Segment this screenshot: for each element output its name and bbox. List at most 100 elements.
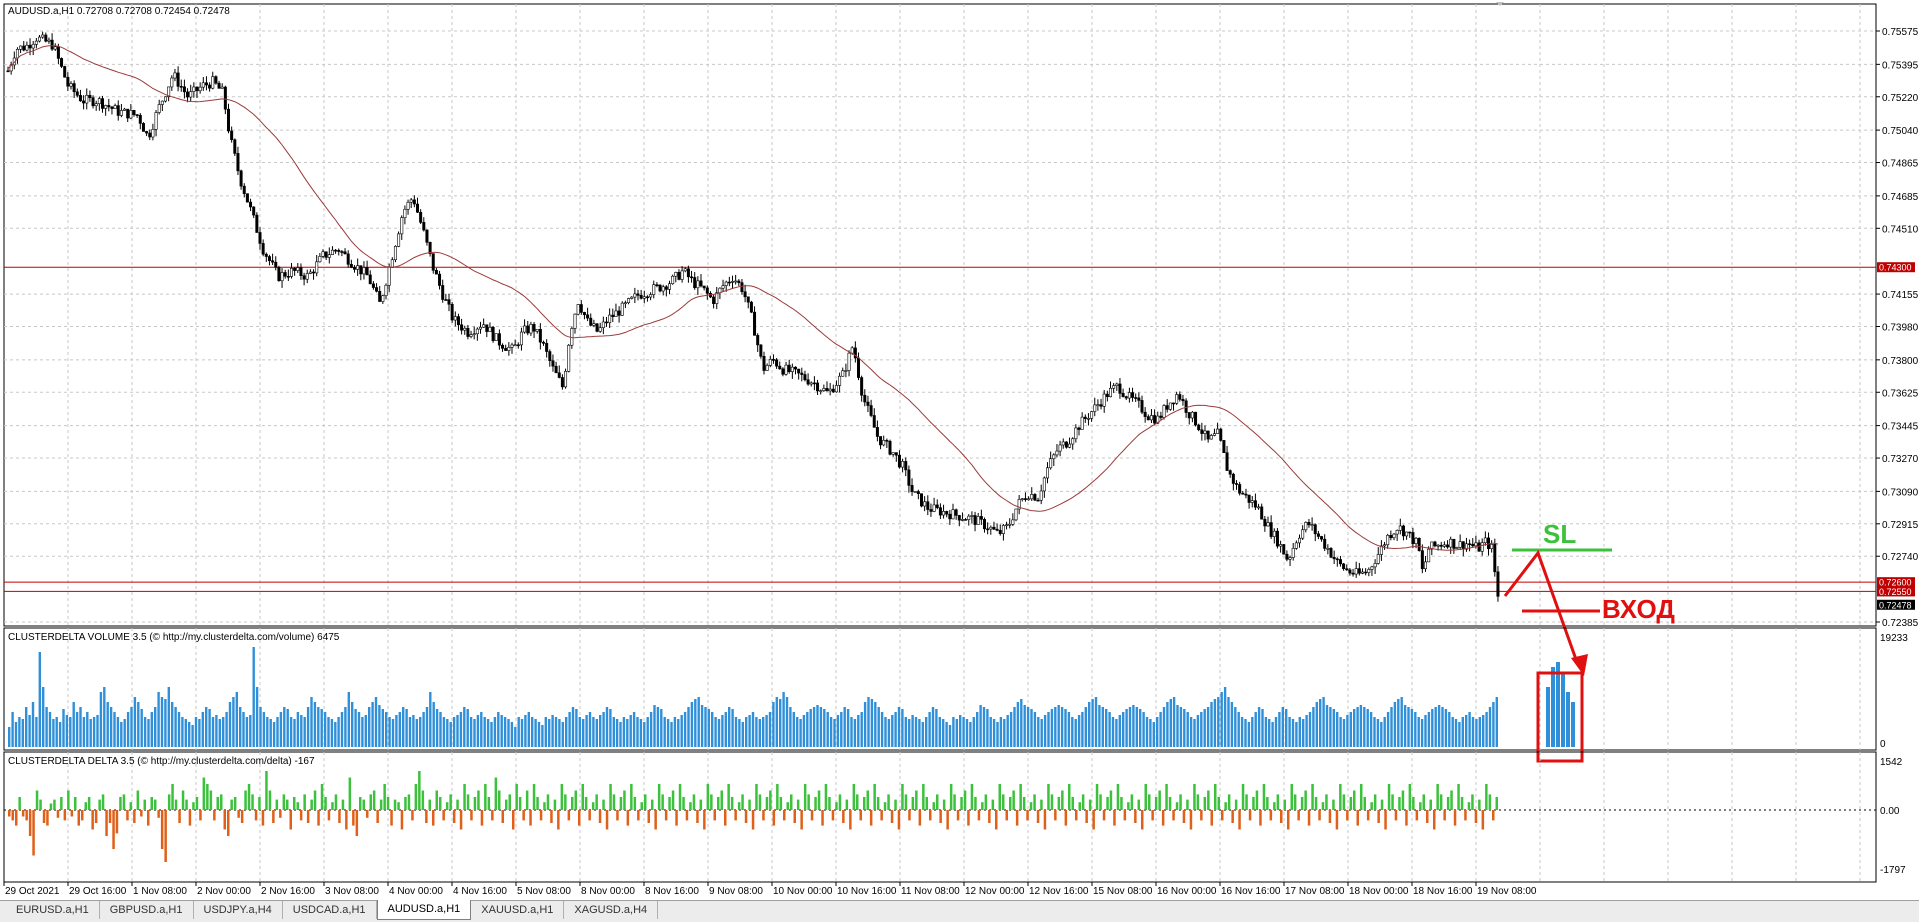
delta-bar-positive <box>1342 794 1346 810</box>
volume-bar <box>1200 712 1203 747</box>
delta-bar-positive <box>981 802 984 810</box>
candle-body <box>362 267 366 275</box>
delta-bar-positive <box>244 790 247 810</box>
time-tick-label: 29 Oct 16:00 <box>69 886 127 897</box>
delta-bar-negative <box>425 810 428 823</box>
volume-bar <box>99 692 103 747</box>
volume-bar <box>609 709 612 747</box>
symbol-tab[interactable]: XAGUSD.a,H4 <box>564 901 659 919</box>
candle-body <box>337 249 341 252</box>
volume-bar <box>612 717 615 747</box>
symbol-tab[interactable]: GBPUSD.a,H1 <box>100 901 194 919</box>
volume-bar <box>1166 702 1169 747</box>
candle-body <box>1181 399 1185 402</box>
delta-bar-positive <box>1391 794 1394 810</box>
volume-bar <box>1454 719 1458 747</box>
volume-bar <box>293 719 296 747</box>
candle-body <box>1131 392 1135 398</box>
volume-bar <box>317 707 320 747</box>
candle-body <box>340 251 344 253</box>
delta-bar-positive <box>1022 797 1026 810</box>
symbol-tab[interactable]: USDJPY.a,H4 <box>194 901 283 919</box>
delta-bar-positive <box>1168 797 1172 810</box>
volume-bar <box>877 707 880 747</box>
candle-body <box>1112 385 1116 389</box>
volume-bar <box>731 709 734 747</box>
volume-bar <box>1285 709 1288 747</box>
candle-body <box>1298 537 1302 544</box>
candle-body <box>1383 544 1387 547</box>
volume-bar <box>1359 705 1363 747</box>
delta-bar-positive <box>1460 797 1464 810</box>
chart-shift-marker[interactable] <box>1496 2 1504 6</box>
volume-bar <box>789 707 792 747</box>
signal-volume-bar <box>1566 692 1570 747</box>
level-price-label: 0.72550 <box>1879 587 1912 597</box>
candle-body <box>267 256 271 262</box>
delta-bar-positive <box>671 790 675 810</box>
volume-bar <box>1196 715 1200 747</box>
volume-bar <box>938 717 941 747</box>
candle-body <box>548 351 552 362</box>
price-tick-label: 0.74865 <box>1882 159 1919 170</box>
candle-body <box>1253 500 1257 508</box>
symbol-tab[interactable]: AUDUSD.a,H1 <box>376 900 472 920</box>
candle-body <box>204 82 208 86</box>
candle-body <box>995 528 999 531</box>
volume-bar <box>1312 707 1315 747</box>
delta-bar-positive <box>776 784 779 810</box>
candle-body <box>567 344 571 372</box>
candle-body <box>236 153 240 172</box>
symbol-tab[interactable]: USDCAD.a,H1 <box>283 901 377 919</box>
delta-bar-negative <box>762 810 765 821</box>
candle-body <box>400 217 404 235</box>
candle-body <box>135 114 139 116</box>
delta-bar-positive <box>560 784 564 810</box>
delta-bar-positive <box>1429 799 1432 810</box>
candle-body <box>1017 499 1021 510</box>
volume-panel[interactable]: CLUSTERDELTA VOLUME 3.5 (© http://my.clu… <box>3 627 1908 763</box>
candle-body <box>853 347 857 359</box>
volume-bar <box>965 719 969 747</box>
delta-bar-negative <box>199 810 202 821</box>
candle-body <box>935 504 939 508</box>
volume-bar <box>863 702 867 747</box>
delta-panel[interactable]: CLUSTERDELTA DELTA 3.5 (© http://my.clus… <box>3 751 1906 883</box>
candle-body <box>239 170 243 187</box>
symbol-tab[interactable]: XAUUSD.a,H1 <box>471 901 565 919</box>
delta-bar-positive <box>699 799 703 810</box>
volume-bar <box>1315 702 1318 747</box>
current-price-label: 0.72478 <box>1879 600 1912 610</box>
candle-body <box>1212 433 1216 436</box>
candle-body <box>1178 394 1182 400</box>
delta-bar-positive <box>397 802 400 810</box>
candle-body <box>667 283 671 290</box>
price-tick-label: 0.75040 <box>1882 126 1919 137</box>
candle-body <box>1206 430 1210 440</box>
candle-body <box>894 452 898 456</box>
symbol-tab[interactable]: EURUSD.a,H1 <box>6 901 100 919</box>
candle-body <box>885 439 889 442</box>
candle-body <box>488 326 492 332</box>
candle-body <box>1190 411 1194 419</box>
delta-bar-negative <box>977 810 981 821</box>
delta-bar-negative <box>1377 810 1380 823</box>
delta-bar-positive <box>1450 790 1453 810</box>
candle-body <box>932 504 936 512</box>
price-tick-label: 0.73800 <box>1882 356 1919 367</box>
volume-bar <box>639 719 643 747</box>
volume-highlight-box[interactable] <box>1536 671 1584 763</box>
candle-body <box>712 296 716 304</box>
candle-body <box>611 314 615 317</box>
delta-bar-positive <box>619 797 623 810</box>
delta-bar-negative <box>654 810 657 830</box>
candle-body <box>1030 494 1034 500</box>
candle-body <box>1379 545 1383 555</box>
delta-bar-positive <box>369 794 372 810</box>
volume-bar <box>1091 699 1094 747</box>
delta-bar-negative <box>1287 810 1290 830</box>
delta-bar-positive <box>1109 790 1113 810</box>
delta-bar-positive <box>1495 797 1498 810</box>
